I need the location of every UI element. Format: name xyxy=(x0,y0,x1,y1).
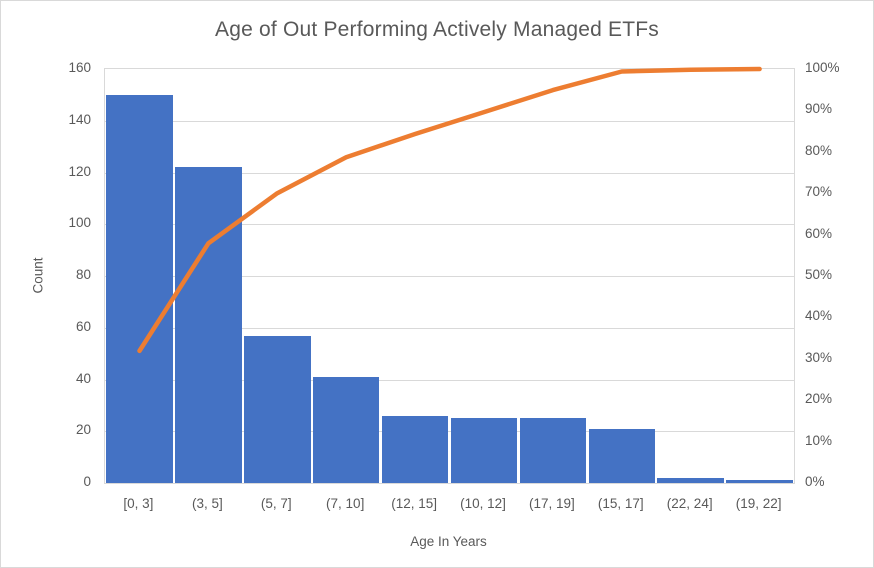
y-left-tick-label: 20 xyxy=(75,422,91,438)
x-tick-label: (19, 22] xyxy=(735,496,782,511)
bar xyxy=(312,376,380,483)
y-left-tick-label: 100 xyxy=(68,215,91,231)
gridline xyxy=(105,276,794,277)
gridline xyxy=(105,431,794,433)
bar xyxy=(588,428,655,483)
bar xyxy=(106,94,173,483)
x-tick-label: [0, 3] xyxy=(123,496,154,511)
y-right-tick-label: 90% xyxy=(805,101,833,117)
bar xyxy=(175,167,242,483)
x-tick-label: (15, 17] xyxy=(597,496,644,511)
x-axis-title: Age In Years xyxy=(410,534,487,549)
y-right-tick-label: 100% xyxy=(805,60,840,75)
y-right-tick-label: 70% xyxy=(805,184,833,200)
bar xyxy=(726,480,793,483)
x-tick-label: (7, 10] xyxy=(326,496,365,511)
y-left-tick-label: 40 xyxy=(75,370,91,386)
x-tick-label: (3, 5] xyxy=(192,496,223,511)
x-tick-label: (12, 15] xyxy=(391,496,437,511)
y-left-tick-label: 120 xyxy=(68,163,91,179)
bar xyxy=(657,477,724,483)
y-right-tick-label: 80% xyxy=(805,142,833,158)
bar xyxy=(244,335,311,483)
y-right-tick-label: 40% xyxy=(805,308,833,324)
gridline xyxy=(105,224,794,226)
plot-area xyxy=(104,66,795,484)
x-tick-label: (10, 12] xyxy=(460,496,506,511)
bar xyxy=(381,415,449,483)
y-right-tick-label: 60% xyxy=(805,225,833,241)
cumulative-line-layer xyxy=(137,66,762,354)
y-right-tick-label: 30% xyxy=(805,349,833,365)
y-left-tick-label: 60 xyxy=(75,318,91,334)
gridline xyxy=(105,379,794,381)
x-tick-label: (5, 7] xyxy=(260,496,292,511)
y-right-tick-label: 50% xyxy=(805,267,833,282)
gridline xyxy=(105,327,794,329)
gridline xyxy=(105,172,794,174)
y-left-tick-label: 160 xyxy=(68,60,91,75)
bar xyxy=(450,418,518,483)
y-right-tick-label: 10% xyxy=(805,432,833,448)
chart-title: Age of Out Performing Actively Managed E… xyxy=(215,18,659,41)
bar xyxy=(519,418,587,483)
y-left-tick-label: 80 xyxy=(75,267,91,282)
y-right-tick-label: 20% xyxy=(805,391,833,407)
bars-layer xyxy=(105,69,794,483)
y-right-tick-label: 0% xyxy=(805,474,825,489)
x-tick-label: (22, 24] xyxy=(666,496,713,511)
y-left-tick-label: 0 xyxy=(83,474,91,489)
cumulative-line xyxy=(137,66,762,354)
x-tick-label: (17, 19] xyxy=(529,496,575,511)
y-left-tick-label: 140 xyxy=(68,111,91,127)
